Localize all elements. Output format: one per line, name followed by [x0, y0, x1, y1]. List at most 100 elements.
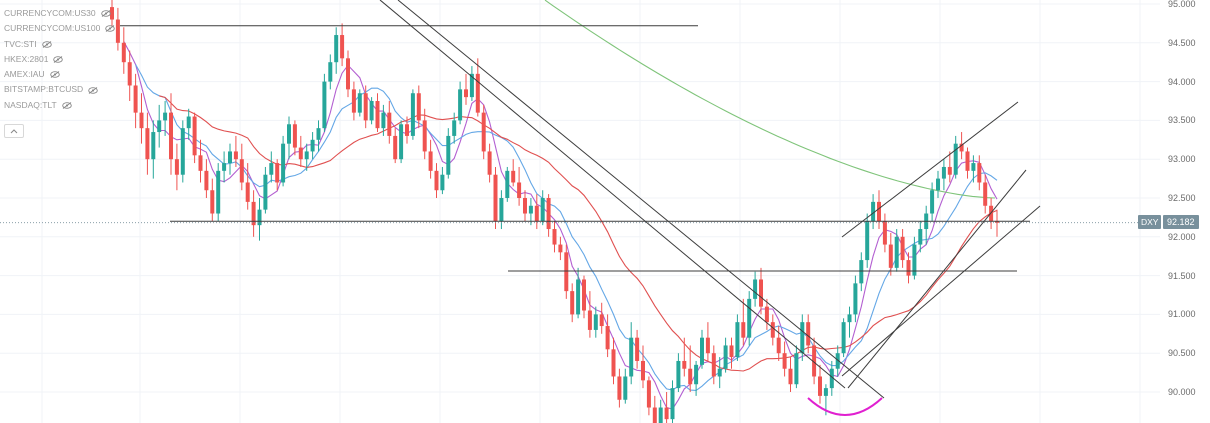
price-tick-label: 93.000 — [1168, 154, 1196, 164]
candle-down — [564, 252, 569, 292]
candle-up — [316, 128, 321, 140]
eye-off-icon[interactable] — [41, 40, 52, 48]
collapse-legend-button[interactable] — [4, 124, 24, 138]
candle-down — [340, 35, 345, 59]
candle-up — [971, 163, 976, 171]
candle-up — [723, 345, 728, 369]
candle-down — [806, 322, 811, 346]
price-axis[interactable]: 95.000 94.500 94.000 93.500 93.000 92.50… — [1160, 0, 1210, 423]
candle-down — [546, 198, 551, 230]
candle-down — [493, 174, 498, 222]
candle-down — [351, 89, 356, 113]
candle-down — [192, 116, 197, 156]
candle-down — [882, 221, 887, 245]
eye-off-icon[interactable] — [49, 71, 60, 79]
last-price-badge: 92.182 — [1163, 215, 1199, 229]
candle-up — [700, 337, 704, 365]
candle-up — [593, 314, 598, 330]
candle-up — [180, 128, 185, 175]
legend-item[interactable]: AMEX:IAU — [4, 67, 115, 82]
candle-down — [481, 112, 486, 152]
candle-up — [953, 143, 958, 175]
candle-down — [251, 201, 256, 226]
candle-up — [440, 174, 445, 191]
candle-down — [487, 151, 492, 175]
candle-up — [623, 376, 628, 400]
price-tick-label: 95.000 — [1168, 0, 1196, 9]
candle-up — [458, 89, 463, 121]
eye-off-icon[interactable] — [61, 102, 72, 109]
candle-down — [965, 151, 970, 171]
steep-trendline — [847, 169, 1027, 389]
drawings — [0, 0, 1160, 416]
candle-up — [694, 364, 699, 385]
candle-down — [145, 128, 150, 160]
candle-down — [635, 337, 640, 361]
legend-label: BITSTAMP:BTCUSD — [4, 84, 84, 95]
candle-up — [399, 124, 404, 160]
candle-down — [995, 221, 999, 223]
legend-item[interactable]: BITSTAMP:BTCUSD — [4, 82, 115, 97]
candle-down — [174, 159, 179, 175]
candle-down — [405, 124, 409, 136]
candle-up — [222, 163, 227, 171]
candle-up — [894, 236, 899, 268]
candle-up — [322, 81, 327, 129]
candle-down — [298, 147, 303, 160]
eye-off-icon[interactable] — [100, 10, 111, 18]
candle-up — [310, 139, 315, 152]
eye-off-icon[interactable] — [88, 86, 98, 94]
candle-down — [646, 380, 651, 408]
candle-down — [977, 163, 982, 183]
candle-down — [788, 368, 793, 385]
candle-down — [759, 279, 763, 307]
candle-down — [947, 166, 952, 175]
candle-down — [204, 170, 209, 191]
legend-item[interactable]: NASDAQ:TLT — [4, 98, 115, 113]
eye-off-icon[interactable] — [53, 56, 64, 63]
candle-down — [127, 62, 132, 86]
candle-up — [281, 143, 286, 183]
candle-up — [835, 353, 840, 369]
candle-up — [717, 368, 722, 377]
eye-off-icon[interactable] — [105, 25, 116, 33]
candle-up — [540, 198, 545, 222]
candle-down — [764, 306, 769, 323]
candle-up — [829, 368, 834, 389]
legend-item[interactable]: TVC:STI — [4, 37, 115, 52]
candle-down — [233, 151, 238, 160]
chevron-up-icon — [10, 128, 18, 133]
price-tick-label: 94.000 — [1168, 77, 1196, 87]
legend-item[interactable]: HKEX:2801 — [4, 52, 115, 67]
legend-label: TVC:STI — [4, 38, 37, 49]
candle-down — [558, 244, 563, 253]
candle-down — [900, 236, 905, 261]
legend-label: CURRENCYCOM:US30 — [4, 8, 96, 18]
symbol-badge: DXY — [1138, 215, 1162, 229]
candle-down — [552, 229, 557, 245]
candle-up — [328, 62, 333, 82]
price-tick-label: 92.000 — [1168, 232, 1196, 242]
price-tick-label: 92.500 — [1168, 193, 1196, 203]
candles — [110, 0, 999, 423]
candle-down — [428, 151, 433, 171]
candle-down — [711, 353, 716, 377]
candle-up — [505, 170, 510, 198]
candle-down — [275, 163, 280, 183]
candle-down — [776, 337, 781, 354]
legend-item[interactable]: CURRENCYCOM:US100 — [4, 21, 116, 36]
candle-down — [906, 260, 911, 276]
legend-item[interactable]: CURRENCYCOM:US30 — [4, 6, 115, 21]
candle-down — [570, 291, 575, 315]
candle-up — [528, 205, 533, 214]
candle-down — [245, 182, 250, 202]
candle-down — [169, 112, 173, 160]
candle-up — [157, 120, 162, 133]
candle-up — [216, 170, 221, 214]
candle-up — [499, 198, 504, 222]
candle-up — [381, 112, 386, 129]
candle-down — [587, 310, 592, 330]
legend-label: HKEX:2801 — [4, 53, 49, 64]
candle-down — [511, 170, 516, 183]
